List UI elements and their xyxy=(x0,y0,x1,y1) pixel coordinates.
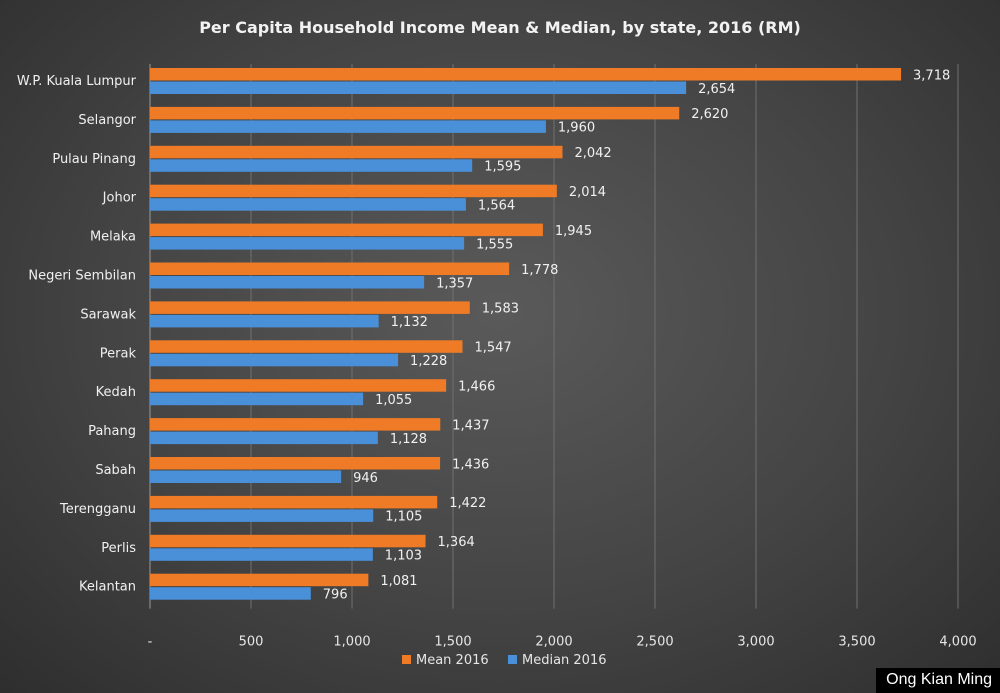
category-label: Perak xyxy=(100,346,137,361)
x-tick-label: 500 xyxy=(239,635,264,650)
data-label: 1,105 xyxy=(385,510,422,525)
data-label: 1,103 xyxy=(385,549,422,564)
bar-median xyxy=(150,198,466,211)
bar-mean xyxy=(150,340,463,353)
bar-median xyxy=(150,120,546,133)
category-label: Perlis xyxy=(101,541,136,556)
category-label: Kedah xyxy=(96,385,136,400)
data-label: 1,555 xyxy=(476,237,513,252)
bar-mean xyxy=(150,223,543,237)
data-label: 2,042 xyxy=(574,146,611,161)
bar-median xyxy=(150,353,399,367)
data-label: 1,547 xyxy=(474,341,511,356)
x-tick-label: 3,000 xyxy=(737,635,774,650)
data-label: 2,014 xyxy=(569,185,606,200)
data-label: 1,778 xyxy=(521,263,558,278)
bar-mean xyxy=(150,184,557,198)
category-label: Pulau Pinang xyxy=(52,152,136,167)
data-label: 1,595 xyxy=(484,160,521,175)
watermark: Ong Kian Ming xyxy=(876,668,1000,693)
bar-median xyxy=(150,470,342,483)
category-label: Johor xyxy=(102,191,137,206)
category-label: Pahang xyxy=(88,424,136,439)
chart-title: Per Capita Household Income Mean & Media… xyxy=(199,18,801,37)
legend-swatch xyxy=(508,655,517,664)
category-label: Negeri Sembilan xyxy=(28,269,136,284)
data-label: 1,081 xyxy=(380,574,417,589)
data-label: 946 xyxy=(353,471,378,486)
data-label: 1,055 xyxy=(375,393,412,408)
bar-mean xyxy=(150,495,438,509)
x-axis-ticks: - 500 1,000 1,500 2,000 2,500 3,000 3,500 4,000 xyxy=(148,635,977,650)
bar-mean xyxy=(150,379,447,392)
data-label: 1,364 xyxy=(438,535,475,550)
category-label: Sabah xyxy=(95,463,136,478)
bar-median xyxy=(150,548,373,561)
bar-mean xyxy=(150,68,902,81)
bar-mean xyxy=(150,262,510,275)
bar-median xyxy=(150,392,364,406)
category-label: Sarawak xyxy=(80,307,136,322)
data-label: 1,945 xyxy=(555,224,592,239)
bar-median xyxy=(150,81,687,94)
category-label: Terengganu xyxy=(59,502,136,517)
category-label: W.P. Kuala Lumpur xyxy=(17,74,137,89)
bar-median xyxy=(150,314,379,328)
data-label: 1,422 xyxy=(449,496,486,511)
category-label: Kelantan xyxy=(79,580,136,595)
category-label: Melaka xyxy=(90,230,136,245)
data-label: 3,718 xyxy=(913,68,950,83)
x-tick-label: - xyxy=(148,635,153,650)
data-label: 1,228 xyxy=(410,354,447,369)
bar-mean xyxy=(150,145,563,159)
x-tick-label: 2,000 xyxy=(535,635,572,650)
x-tick-label: 3,500 xyxy=(838,635,875,650)
x-tick-label: 4,000 xyxy=(939,635,976,650)
data-label: 1,437 xyxy=(452,418,489,433)
bar-mean xyxy=(150,301,470,314)
legend-swatch xyxy=(402,655,411,664)
bar-median xyxy=(150,159,473,172)
data-label: 1,132 xyxy=(391,315,428,330)
gridlines xyxy=(149,64,959,609)
x-tick-label: 1,000 xyxy=(333,635,370,650)
data-label: 1,466 xyxy=(458,379,495,394)
x-tick-label: 1,500 xyxy=(434,635,471,650)
x-tick-label: 2,500 xyxy=(636,635,673,650)
legend-label: Median 2016 xyxy=(522,653,607,668)
data-label: 796 xyxy=(323,587,348,602)
category-labels: W.P. Kuala Lumpur Selangor Pulau Pinang Joh… xyxy=(17,74,137,595)
bar-median xyxy=(150,276,425,289)
bar-mean xyxy=(150,573,369,587)
bar-median xyxy=(150,237,465,250)
bar-median xyxy=(150,509,374,522)
bar-mean xyxy=(150,534,426,548)
legend-label: Mean 2016 xyxy=(416,653,489,668)
bar-mean xyxy=(150,457,441,470)
data-label: 1,564 xyxy=(478,198,515,213)
data-label: 1,128 xyxy=(390,432,427,447)
data-label: 1,960 xyxy=(558,121,595,136)
bars: 3,718 2,654 2,620 1,960 2,042 1,595 2,014 1,564… xyxy=(150,68,950,602)
data-label: 1,583 xyxy=(482,302,519,317)
bar-mean xyxy=(150,106,680,120)
data-label: 2,620 xyxy=(691,107,728,122)
data-label: 1,357 xyxy=(436,276,473,291)
bar-median xyxy=(150,431,378,445)
bar-median xyxy=(150,587,311,600)
category-label: Selangor xyxy=(78,113,136,128)
legend: Mean 2016 Median 2016 xyxy=(402,653,607,668)
data-label: 2,654 xyxy=(698,82,735,97)
bar-mean xyxy=(150,418,441,431)
data-label: 1,436 xyxy=(452,457,489,472)
